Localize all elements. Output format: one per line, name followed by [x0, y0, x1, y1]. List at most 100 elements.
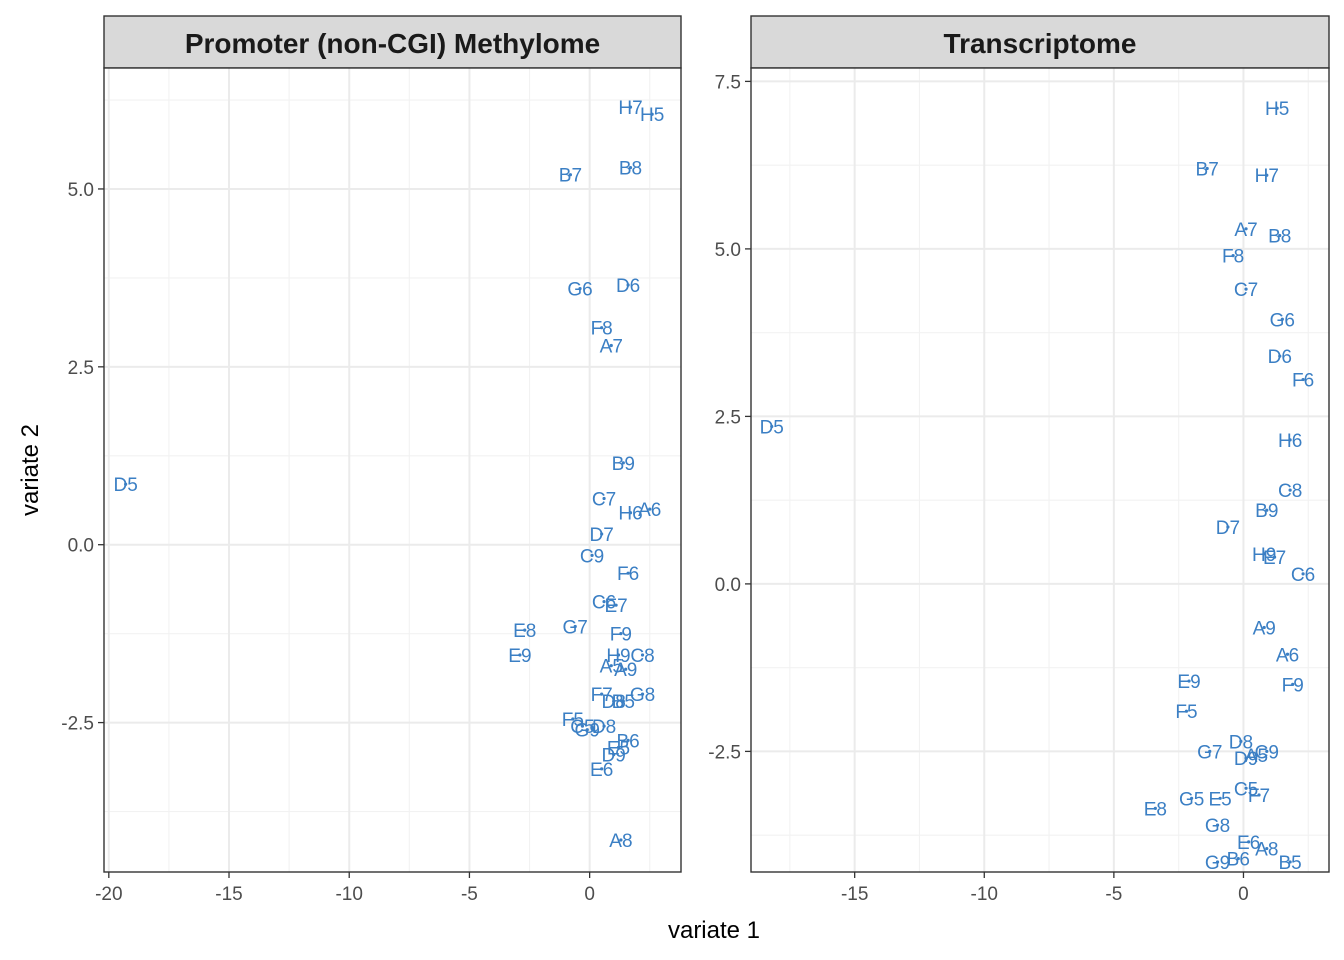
- data-point: [616, 653, 621, 657]
- data-point: [1190, 796, 1194, 800]
- data-point: [1265, 846, 1269, 851]
- point-label: D7: [1216, 518, 1240, 539]
- data-point: [619, 838, 623, 842]
- data-point: [602, 724, 606, 728]
- y-tick-label: 0.0: [715, 575, 741, 596]
- point-label: G6: [1270, 310, 1295, 331]
- point-label: B8: [619, 159, 642, 180]
- data-point: [1208, 749, 1212, 754]
- data-point: [600, 326, 604, 330]
- point-label: E9: [1177, 672, 1200, 693]
- data-point: [648, 507, 652, 511]
- y-tick-label: 2.5: [68, 358, 94, 379]
- x-tick-label: -15: [841, 884, 868, 905]
- data-point: [518, 653, 522, 657]
- point-label: F6: [617, 564, 639, 585]
- data-point: [573, 624, 577, 629]
- point-label: C6: [592, 593, 616, 614]
- data-point: [609, 343, 613, 348]
- data-point: [1265, 508, 1269, 512]
- point-label: A6: [638, 500, 661, 521]
- panel-border: [103, 67, 682, 873]
- point-label: A6: [1276, 645, 1299, 666]
- point-label: D9: [1234, 749, 1258, 770]
- data-point: [590, 553, 594, 557]
- point-label: E9: [508, 646, 531, 667]
- data-point: [1231, 254, 1235, 258]
- point-label: H7: [1255, 166, 1279, 187]
- point-label: A7: [1234, 220, 1257, 241]
- data-point: [1215, 823, 1220, 827]
- data-point: [1244, 756, 1248, 760]
- data-point: [616, 745, 621, 750]
- data-point: [124, 482, 128, 486]
- point-label: F5: [562, 710, 584, 731]
- data-point: [602, 600, 606, 604]
- point-label: C8: [1278, 481, 1302, 502]
- panel-border: [750, 67, 1330, 873]
- point-label: C6: [1291, 565, 1315, 586]
- x-axis-title: variate 1: [668, 917, 760, 944]
- panel-background: [104, 68, 681, 872]
- point-label: E7: [1263, 548, 1286, 569]
- point-label: C7: [592, 489, 616, 510]
- data-point: [1275, 106, 1279, 110]
- data-point: [1187, 679, 1191, 683]
- data-point: [1288, 860, 1292, 864]
- data-point: [650, 112, 654, 116]
- point-label: B6: [616, 731, 639, 752]
- data-point: [609, 664, 613, 668]
- point-label: C5: [570, 717, 594, 738]
- point-label: C8: [630, 646, 654, 667]
- data-point: [628, 511, 633, 515]
- point-label: H9: [606, 646, 630, 667]
- data-point: [578, 286, 582, 291]
- point-label: G7: [1197, 742, 1222, 763]
- point-label: E8: [513, 621, 536, 642]
- y-tick-label: 5.0: [68, 180, 94, 201]
- data-point: [580, 724, 585, 728]
- point-label: F6: [1292, 371, 1314, 392]
- data-point: [571, 717, 575, 721]
- point-label: G5: [1179, 789, 1204, 810]
- y-tick-label: -2.5: [61, 714, 94, 735]
- point-label: F9: [1282, 675, 1304, 696]
- y-tick-label: 2.5: [715, 407, 741, 428]
- point-label: F7: [591, 685, 613, 706]
- point-label: E5: [1209, 789, 1232, 810]
- point-label: H6: [1278, 431, 1302, 452]
- x-tick-label: -5: [461, 884, 478, 905]
- point-label: E7: [604, 596, 627, 617]
- data-point: [628, 105, 633, 109]
- data-point: [624, 667, 628, 671]
- point-label: B9: [612, 454, 635, 475]
- data-point: [1278, 354, 1282, 358]
- point-label: B5: [1278, 853, 1301, 874]
- point-label: H5: [640, 105, 664, 126]
- data-point: [1262, 552, 1266, 556]
- point-label: B7: [559, 166, 582, 187]
- facet-title: Promoter (non-CGI) Methylome: [185, 28, 600, 59]
- point-label: G8: [630, 685, 655, 706]
- data-point: [1205, 166, 1209, 171]
- point-label: G9: [1205, 853, 1230, 874]
- data-point: [1184, 709, 1189, 713]
- data-point: [1265, 173, 1269, 177]
- data-point: [600, 767, 604, 771]
- point-label: A5: [1245, 746, 1268, 767]
- point-label: F9: [610, 625, 632, 646]
- y-tick-label: 5.0: [715, 240, 741, 261]
- point-label: A7: [600, 336, 623, 357]
- point-label: A9: [614, 660, 637, 681]
- point-label: D9: [602, 746, 626, 767]
- data-point: [640, 692, 645, 696]
- data-point: [619, 632, 623, 636]
- data-point: [1254, 753, 1259, 757]
- facet-strip: [103, 15, 682, 69]
- data-point: [1244, 287, 1248, 291]
- data-point: [585, 728, 589, 732]
- data-point: [614, 603, 618, 607]
- data-point: [1280, 317, 1284, 321]
- point-label: D5: [760, 417, 784, 438]
